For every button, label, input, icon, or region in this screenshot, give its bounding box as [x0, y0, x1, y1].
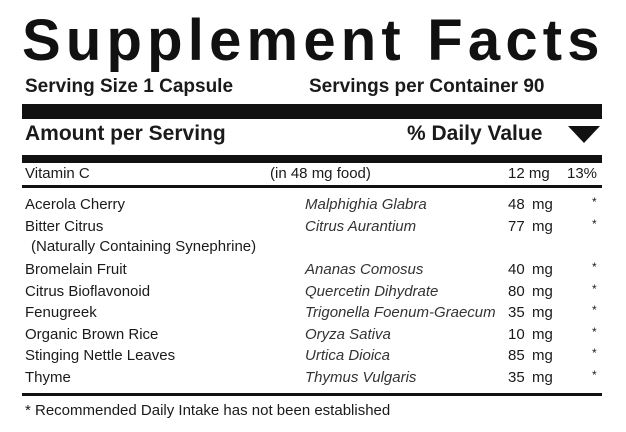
ingredient-amount: 10 [508, 325, 525, 343]
ingredient-name: Citrus Bioflavonoid [25, 282, 151, 300]
ingredient-dv: * [592, 281, 597, 296]
divider [22, 393, 602, 396]
ingredient-dv: * [592, 195, 597, 209]
amount-per-serving-heading: Amount per Serving [25, 122, 226, 145]
ingredient-dv: * [592, 346, 597, 360]
label-title: Supplement Facts [22, 8, 605, 73]
ingredient-row: Acerola Cherry Malphighia Glabra 48 mg * [0, 195, 626, 215]
ingredient-latin-name: Quercetin Dihydrate [305, 282, 439, 300]
vitamin-amount: 12 mg [508, 165, 550, 182]
ingredient-unit: mg [532, 217, 553, 235]
ingredient-subnote-row: (Naturally Containing Synephrine) [0, 237, 626, 257]
ingredient-name: Stinging Nettle Leaves [25, 347, 176, 364]
ingredient-name: Organic Brown Rice [25, 325, 159, 343]
ingredient-unit: mg [532, 347, 553, 364]
daily-value-heading: % Daily Value [407, 122, 543, 145]
vitamin-note: (in 48 mg food) [270, 165, 371, 182]
ingredient-unit: mg [532, 325, 553, 343]
ingredient-amount: 85 [508, 347, 525, 364]
ingredient-row: Citrus Bioflavonoid Quercetin Dihydrate 80… [0, 282, 626, 302]
ingredient-unit: mg [532, 282, 553, 300]
ingredient-amount: 35 [508, 368, 525, 386]
servings-per-container: Servings per Container 90 [309, 76, 545, 97]
ingredient-row: Thyme Thymus Vulgaris 35 mg * [0, 368, 626, 388]
ingredient-amount: 48 [508, 196, 525, 213]
ingredient-latin-name: Trigonella Foenum-Graecum [305, 304, 496, 321]
thick-divider [22, 104, 602, 119]
ingredient-unit: mg [532, 304, 553, 321]
ingredient-name: Thyme [25, 368, 71, 386]
ingredient-latin-name: Thymus Vulgaris [305, 368, 417, 386]
ingredient-subnote: (Naturally Containing Synephrine) [31, 238, 257, 255]
ingredient-unit: mg [532, 196, 553, 213]
ingredient-row: Organic Brown Rice Oryza Sativa 10 mg * [0, 325, 626, 345]
ingredient-amount: 80 [508, 282, 525, 300]
ingredient-name: Bitter Citrus [25, 217, 104, 235]
serving-size: Serving Size 1 Capsule [25, 76, 234, 97]
ingredient-dv: * [592, 324, 597, 339]
ingredient-name: Bromelain Fruit [25, 261, 127, 278]
ingredient-name: Acerola Cherry [25, 196, 126, 213]
vitamin-row: Vitamin C (in 48 mg food) 12 mg 13% [0, 164, 626, 184]
ingredient-unit: mg [532, 261, 553, 278]
vitamin-name: Vitamin C [25, 165, 90, 182]
ingredient-latin-name: Ananas Comosus [305, 261, 424, 278]
ingredient-dv: * [592, 260, 597, 274]
ingredient-unit: mg [532, 368, 553, 386]
ingredient-row: Bromelain Fruit Ananas Comosus 40 mg * [0, 260, 626, 280]
ingredient-latin-name: Urtica Dioica [305, 347, 391, 364]
thick-divider [22, 155, 602, 163]
ingredient-amount: 40 [508, 261, 525, 278]
ingredient-row: Fenugreek Trigonella Foenum-Graecum 35 mg * [0, 303, 626, 323]
ingredient-row: Bitter Citrus Citrus Aurantium 77 mg * [0, 217, 626, 237]
ingredient-row: Stinging Nettle Leaves Urtica Dioica 85 mg * [0, 346, 626, 366]
ingredient-dv: * [592, 303, 597, 317]
ingredient-latin-name: Citrus Aurantium [305, 217, 417, 235]
ingredient-dv: * [592, 216, 597, 231]
ingredient-name: Fenugreek [25, 304, 97, 321]
footnote: * Recommended Daily Intake has not been … [25, 402, 391, 419]
ingredient-latin-name: Oryza Sativa [305, 325, 391, 343]
vitamin-dv: 13% [567, 165, 598, 182]
ingredient-latin-name: Malphighia Glabra [305, 196, 427, 213]
triangle-down-icon [568, 126, 600, 143]
ingredient-dv: * [592, 367, 597, 382]
ingredient-amount: 35 [508, 304, 525, 321]
divider [22, 185, 602, 188]
ingredient-amount: 77 [508, 217, 525, 235]
